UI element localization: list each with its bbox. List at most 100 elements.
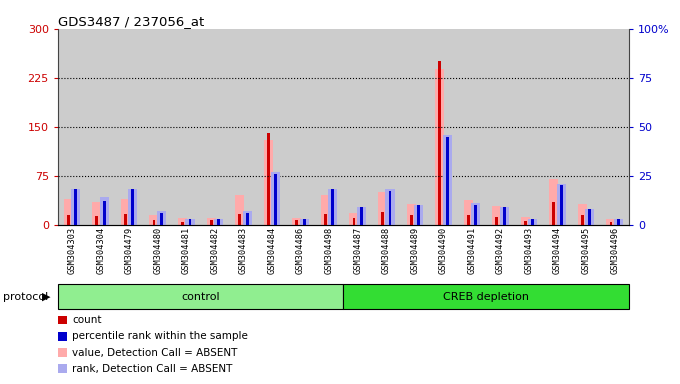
Text: value, Detection Call = ABSENT: value, Detection Call = ABSENT — [72, 348, 237, 358]
Bar — [95, 216, 99, 225]
Bar — [578, 204, 587, 225]
Text: control: control — [182, 291, 220, 302]
Text: GSM304480: GSM304480 — [153, 227, 163, 274]
Bar — [188, 219, 192, 225]
Bar — [214, 219, 223, 225]
Bar — [552, 202, 556, 225]
Bar — [343, 284, 629, 309]
Bar — [217, 219, 220, 225]
Bar — [58, 29, 86, 225]
Bar — [531, 219, 534, 225]
Text: GSM304488: GSM304488 — [381, 227, 391, 274]
Bar — [521, 217, 530, 225]
Bar — [585, 209, 594, 225]
Text: GSM304487: GSM304487 — [353, 227, 362, 274]
Bar — [295, 220, 299, 225]
Bar — [245, 213, 249, 225]
Bar — [352, 218, 356, 225]
Bar — [386, 189, 394, 225]
Bar — [409, 215, 413, 225]
Bar — [557, 184, 566, 225]
Bar — [474, 205, 477, 225]
Bar — [407, 204, 415, 225]
Text: protocol: protocol — [3, 291, 49, 302]
Bar — [229, 29, 258, 225]
Text: GSM304303: GSM304303 — [67, 227, 77, 274]
Bar — [401, 29, 429, 225]
Text: GSM304484: GSM304484 — [267, 227, 277, 274]
Bar — [92, 202, 101, 225]
Bar — [438, 61, 441, 225]
Bar — [67, 215, 70, 225]
Bar — [414, 205, 423, 225]
Bar — [292, 218, 301, 225]
Bar — [543, 29, 572, 225]
Text: GSM304494: GSM304494 — [553, 227, 562, 274]
Bar — [492, 206, 501, 225]
Bar — [471, 203, 480, 225]
Bar — [328, 189, 337, 225]
Bar — [360, 207, 363, 225]
Text: CREB depletion: CREB depletion — [443, 291, 529, 302]
Bar — [152, 220, 156, 225]
Bar — [271, 172, 280, 225]
Bar — [258, 29, 286, 225]
Bar — [201, 29, 229, 225]
Bar — [443, 134, 452, 225]
Bar — [274, 174, 277, 225]
Bar — [357, 207, 366, 225]
Bar — [600, 29, 629, 225]
Bar — [129, 189, 137, 225]
Text: GSM304495: GSM304495 — [581, 227, 591, 274]
Bar — [528, 219, 537, 225]
Bar — [609, 222, 613, 225]
Bar — [64, 199, 73, 225]
Text: count: count — [72, 315, 101, 325]
Bar — [300, 219, 309, 225]
Bar — [100, 197, 109, 225]
Text: GSM304492: GSM304492 — [496, 227, 505, 274]
Text: GSM304489: GSM304489 — [410, 227, 420, 274]
Bar — [331, 189, 335, 225]
Bar — [238, 214, 241, 225]
Bar — [235, 195, 244, 225]
Bar — [209, 220, 213, 225]
Bar — [614, 219, 623, 225]
Text: GSM304491: GSM304491 — [467, 227, 477, 274]
Bar — [143, 29, 172, 225]
Bar — [617, 219, 620, 225]
Bar — [86, 29, 115, 225]
Bar — [607, 219, 615, 225]
Bar — [324, 214, 327, 225]
Bar — [581, 215, 584, 225]
Bar — [500, 207, 509, 225]
Bar — [486, 29, 515, 225]
Bar — [124, 214, 127, 225]
Bar — [150, 215, 158, 225]
Bar — [381, 212, 384, 225]
Text: GSM304490: GSM304490 — [439, 227, 448, 274]
Bar — [588, 209, 592, 225]
Bar — [321, 195, 330, 225]
Text: GDS3487 / 237056_at: GDS3487 / 237056_at — [58, 15, 204, 28]
Text: GSM304479: GSM304479 — [124, 227, 134, 274]
Bar — [181, 222, 184, 225]
Bar — [343, 29, 372, 225]
Bar — [286, 29, 315, 225]
Bar — [458, 29, 486, 225]
Text: GSM304498: GSM304498 — [324, 227, 334, 274]
Text: GSM304486: GSM304486 — [296, 227, 305, 274]
Bar — [121, 199, 130, 225]
Bar — [495, 217, 498, 225]
Bar — [243, 211, 252, 225]
Bar — [71, 189, 80, 225]
Text: GSM304493: GSM304493 — [524, 227, 534, 274]
Bar — [388, 191, 392, 225]
Bar — [515, 29, 543, 225]
Bar — [303, 219, 306, 225]
Bar — [560, 185, 563, 225]
Bar — [524, 222, 527, 225]
Text: ▶: ▶ — [42, 291, 50, 302]
Text: GSM304483: GSM304483 — [239, 227, 248, 274]
Bar — [172, 29, 201, 225]
